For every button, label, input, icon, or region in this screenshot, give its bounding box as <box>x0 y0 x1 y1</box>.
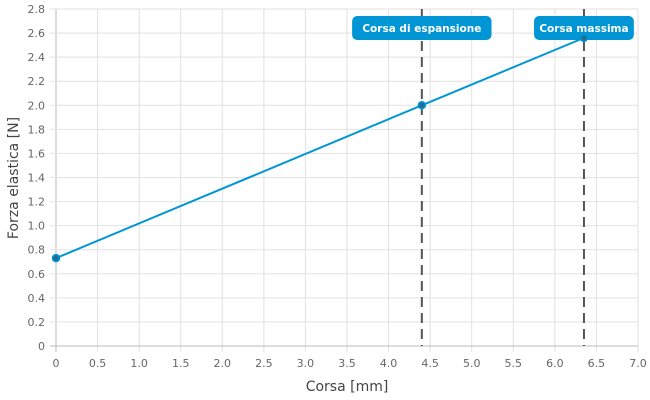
y-tick-label: 0.8 <box>28 244 46 257</box>
y-tick-label: 0.6 <box>28 268 46 281</box>
y-tick-label: 1.8 <box>28 123 46 136</box>
y-tick-label: 2.4 <box>28 51 46 64</box>
x-tick-label: 5.5 <box>505 357 523 370</box>
annotation-label-box <box>534 16 634 40</box>
x-tick-label: 4.0 <box>380 357 398 370</box>
series <box>51 33 589 263</box>
y-tick-label: 0.4 <box>28 292 46 305</box>
y-tick-label: 2.0 <box>28 99 46 112</box>
y-tick-label: 0 <box>38 340 45 353</box>
x-tick-label: 3.5 <box>338 357 356 370</box>
series-line <box>55 36 585 260</box>
data-point <box>417 101 427 110</box>
x-tick-label: 6.5 <box>588 357 606 370</box>
x-tick-label: 4.5 <box>421 357 439 370</box>
x-tick-label: 1.0 <box>130 357 148 370</box>
data-point <box>579 33 589 43</box>
y-tick-label: 2.6 <box>28 27 46 40</box>
x-axis-label: Corsa [mm] <box>306 379 389 395</box>
x-tick-label: 1.5 <box>172 357 190 370</box>
y-tick-label: 0.2 <box>28 316 46 329</box>
y-tick-label: 1.2 <box>28 196 46 209</box>
y-tick-label: 2.2 <box>28 75 46 88</box>
data-point <box>51 253 61 263</box>
x-tick-label: 2.5 <box>255 357 273 370</box>
x-tick-label: 2.0 <box>214 357 232 370</box>
grid <box>50 8 639 352</box>
y-tick-label: 1.6 <box>28 147 46 160</box>
x-tick-label: 0.5 <box>89 357 107 370</box>
annotation-label: Corsa massima <box>539 23 628 35</box>
y-tick-label: 2.8 <box>28 3 46 16</box>
x-tick-label: 7.0 <box>629 357 647 370</box>
y-axis-label: Forza elastica [N] <box>6 117 22 239</box>
annotation-label: Corsa di espansione <box>362 23 481 35</box>
y-axis-ticks: 0 0.2 0.4 0.6 0.8 1.0 1.2 1.4 1.6 1.8 2.0 2.2 2.4 2.6… <box>28 3 46 353</box>
annotation-label-box <box>352 16 492 40</box>
x-tick-label: 6.0 <box>546 357 564 370</box>
y-tick-label: 1.4 <box>28 172 46 185</box>
annotations: Corsa di espansione Corsa massima <box>352 9 634 346</box>
x-tick-label: 3.0 <box>297 357 315 370</box>
x-axis-ticks: 0 0.5 1.0 1.5 2.0 2.5 3.0 3.5 4.0 4.5 5.0 5.5 6.0 6.5… <box>53 357 647 370</box>
x-tick-label: 0 <box>53 357 60 370</box>
x-tick-label: 5.0 <box>463 357 481 370</box>
y-tick-label: 1.0 <box>28 220 46 233</box>
